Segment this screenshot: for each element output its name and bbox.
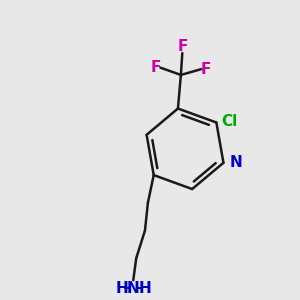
Text: H: H: [139, 281, 151, 296]
Text: N: N: [230, 155, 243, 170]
Text: Cl: Cl: [222, 114, 238, 129]
Text: H: H: [115, 281, 128, 296]
Text: F: F: [151, 60, 161, 75]
Text: N: N: [127, 281, 140, 296]
Text: F: F: [200, 61, 211, 76]
Text: F: F: [177, 39, 188, 54]
